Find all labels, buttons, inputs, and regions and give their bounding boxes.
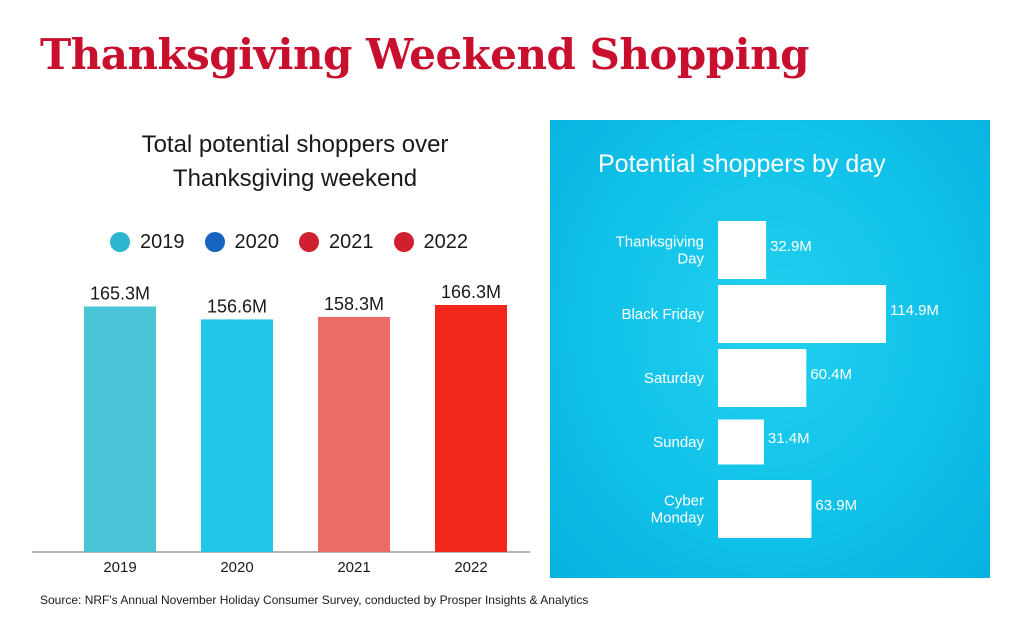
legend-item-2021: 2021 — [299, 231, 374, 254]
day-bar — [718, 419, 764, 465]
value-label: 60.4M — [810, 366, 852, 383]
value-label: 63.9M — [815, 497, 857, 514]
tick-label: 2019 — [103, 559, 136, 576]
legend-dot — [204, 232, 225, 252]
category-label: Saturday — [644, 370, 705, 387]
value-label: 166.3M — [441, 282, 501, 302]
chart-title-left: Total potential shoppers over Thanksgivi… — [60, 128, 530, 196]
category-label: Sunday — [653, 434, 704, 451]
value-label: 31.4M — [768, 430, 810, 447]
legend-dot — [393, 232, 414, 252]
yearly-bar-chart: 165.3M 2019 156.6M 2020 158.3M 2021 166.3M 2022 — [32, 282, 530, 576]
chart-title-line: Thanksgiving weekend — [172, 165, 418, 192]
legend-label: 2020 — [234, 230, 280, 253]
legend-item-2019: 2019 — [110, 231, 185, 254]
legend-item-2022: 2022 — [393, 230, 469, 254]
bar-2020 — [201, 319, 273, 552]
tick-label: 2022 — [454, 559, 487, 576]
day-bar — [718, 221, 767, 279]
value-label: 165.3M — [90, 283, 150, 303]
tick-label: 2021 — [337, 559, 370, 576]
day-bar — [718, 349, 807, 407]
value-label: 158.3M — [324, 294, 384, 314]
category-label: Cyber — [664, 493, 704, 510]
bar-2019 — [84, 306, 156, 552]
legend-dot — [299, 232, 319, 252]
page-title: Thanksgiving Weekend Shopping — [40, 30, 810, 79]
legend-label: 2019 — [140, 230, 185, 253]
value-label: 156.6M — [207, 296, 267, 316]
category-label: Day — [677, 251, 704, 268]
legend-item-2020: 2020 — [204, 230, 280, 254]
daily-chart-panel: Potential shoppers by day 32.9M Thanksgiv… — [550, 120, 990, 578]
legend-label: 2021 — [329, 230, 374, 253]
category-label: Black Friday — [621, 306, 704, 323]
category-label: Thanksgiving — [616, 234, 704, 251]
tick-label: 2020 — [220, 559, 253, 576]
day-bar — [718, 285, 886, 343]
category-label: Monday — [651, 510, 705, 527]
value-label: 32.9M — [770, 238, 812, 255]
chart-title-text: Potential shoppers by day — [598, 150, 886, 178]
chart-title-right: Potential shoppers by day — [550, 150, 990, 179]
chart-title-line: Total potential shoppers over — [141, 131, 449, 158]
legend-label: 2022 — [423, 230, 469, 253]
day-bar — [718, 480, 812, 538]
legend-dot — [110, 232, 130, 252]
bar-2021 — [318, 316, 390, 552]
bar-2022 — [435, 305, 507, 552]
chart-legend: 2019 2020 2021 2022 — [110, 228, 488, 256]
value-label: 114.9M — [890, 302, 939, 319]
source-note: Source: NRF's Annual November Holiday Co… — [40, 593, 589, 607]
